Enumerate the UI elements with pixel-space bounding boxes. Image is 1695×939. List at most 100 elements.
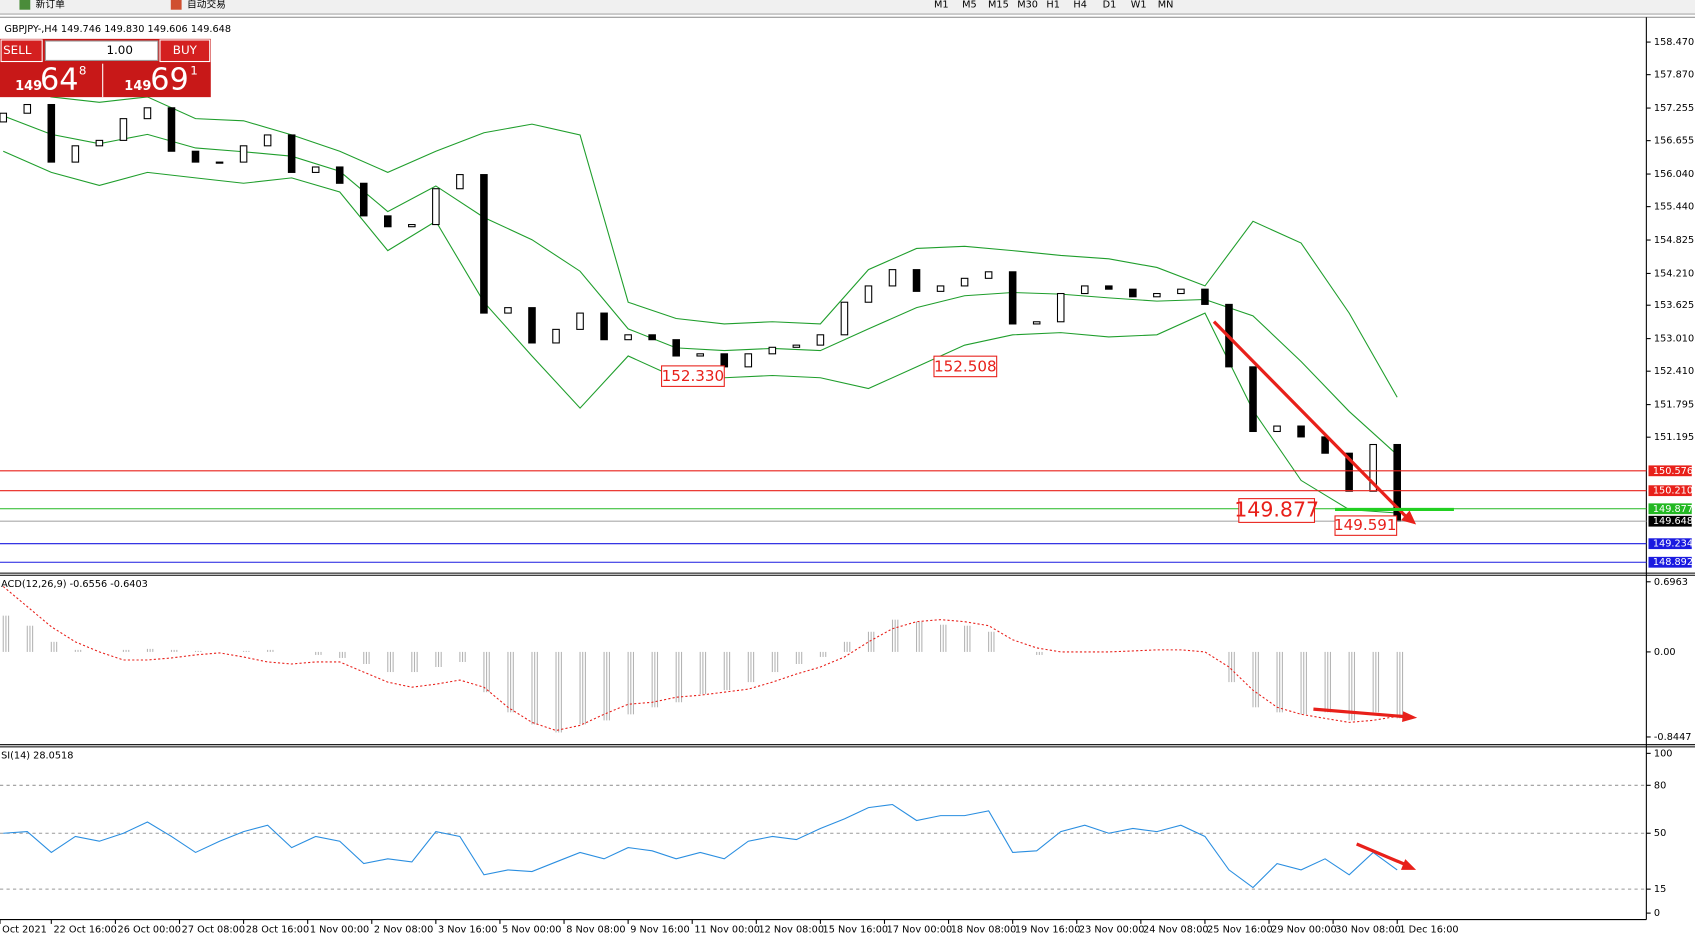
- x-tick-label: 2 Nov 08:00: [374, 924, 433, 935]
- toolbar: [0, 0, 1695, 15]
- candle: [95, 139, 104, 147]
- timeframe[interactable]: H1: [1046, 0, 1060, 10]
- bollinger-middle: [3, 115, 1398, 456]
- new-order[interactable]: 新订单: [36, 0, 65, 10]
- candle: [408, 224, 416, 228]
- candle: [960, 277, 969, 287]
- arrow-head: [1400, 859, 1417, 870]
- auto-trading[interactable]: 自动交易: [187, 0, 226, 10]
- candle: [0, 112, 8, 123]
- candle: [1369, 443, 1377, 492]
- candle: [1321, 436, 1329, 454]
- bid-sup: 8: [79, 64, 87, 78]
- sell-button[interactable]: [0, 39, 43, 63]
- bollinger-upper: [3, 80, 1398, 398]
- candle: [359, 182, 368, 217]
- y-tick-label: 153.625: [1654, 300, 1694, 311]
- x-tick-label: 25 Nov 16:00: [1207, 924, 1273, 935]
- candle: [456, 174, 464, 190]
- timeframes: M1 M5 M15 M30 H1 H4 D1 W1 MN: [934, 0, 1173, 10]
- x-tick-label: 30 Nov 08:00: [1335, 924, 1401, 935]
- timeframe[interactable]: MN: [1158, 0, 1174, 10]
- x-tick-label: 8 Nov 08:00: [566, 924, 625, 935]
- y-tick-label: 50: [1654, 828, 1666, 839]
- candle: [816, 334, 825, 346]
- candle: [191, 150, 200, 163]
- candle: [1273, 425, 1281, 433]
- level-label: 149.234: [1653, 539, 1693, 550]
- candle: [1249, 366, 1257, 433]
- arrow-head: [1402, 711, 1418, 723]
- x-tick-label: 1 Nov 00:00: [310, 924, 369, 935]
- candle: [528, 307, 536, 344]
- buy-button[interactable]: [159, 39, 211, 63]
- chart-header: GBPJPY-,H4 149.746 149.830 149.606 149.6…: [4, 24, 231, 35]
- y-tick-label: 154.825: [1654, 235, 1694, 246]
- candle: [311, 166, 320, 173]
- x-tick-label: 29 Nov 00:00: [1271, 924, 1337, 935]
- candle: [840, 301, 849, 336]
- candle: [287, 134, 296, 173]
- x-tick-label: 19 Nov 16:00: [1015, 924, 1081, 935]
- y-tick-label: 100: [1654, 748, 1673, 759]
- y-tick-label: 151.795: [1654, 400, 1694, 411]
- annotation-box: [661, 365, 725, 387]
- level-label: 150.210: [1653, 486, 1693, 497]
- x-tick-label: 17 Nov 00:00: [887, 924, 953, 935]
- y-tick-label: 15: [1654, 884, 1666, 895]
- candle: [1056, 292, 1065, 323]
- rsi-arrow: [1356, 842, 1406, 867]
- level-label: 148.892: [1653, 557, 1693, 568]
- candle: [239, 145, 248, 163]
- ask-big: 149: [124, 79, 151, 94]
- candle: [984, 271, 993, 279]
- candle: [936, 285, 945, 292]
- timeframe[interactable]: H4: [1073, 0, 1087, 10]
- x-tick-label: 24 Nov 08:00: [1143, 924, 1209, 935]
- candle: [768, 346, 777, 355]
- timeframe[interactable]: M5: [962, 0, 977, 10]
- x-tick-label: 9 Nov 16:00: [630, 924, 689, 935]
- x-tick-label: 23 Nov 00:00: [1079, 924, 1145, 935]
- candle: [215, 161, 224, 164]
- timeframe[interactable]: M30: [1017, 0, 1038, 10]
- y-tick-label: 156.655: [1654, 136, 1694, 147]
- sell-label: SELL: [3, 43, 32, 57]
- x-tick-label: 3 Nov 16:00: [438, 924, 497, 935]
- candle: [1129, 288, 1137, 298]
- level-label-box: [1648, 465, 1692, 477]
- candle: [384, 215, 392, 228]
- candle: [480, 174, 488, 314]
- y-tick-label: 80: [1654, 780, 1666, 791]
- y-tick-label: 0.00: [1654, 647, 1676, 658]
- timeframe[interactable]: D1: [1103, 0, 1117, 10]
- candle: [1297, 425, 1305, 438]
- timeframe[interactable]: W1: [1131, 0, 1147, 10]
- x-tick-label: 5 Nov 00:00: [502, 924, 561, 935]
- candle: [1345, 452, 1353, 492]
- annotation-box: [1238, 498, 1316, 523]
- candle: [600, 312, 608, 341]
- annotation: 149.877: [1234, 498, 1319, 522]
- x-tick-label: 12 Nov 08:00: [758, 924, 824, 935]
- candle: [335, 166, 344, 184]
- candle: [263, 134, 272, 147]
- candle: [71, 145, 80, 163]
- y-tick-label: 153.010: [1654, 334, 1694, 345]
- annotation: 152.330: [662, 367, 725, 385]
- candle: [864, 285, 873, 303]
- x-tick-label: 26 Oct 00:00: [118, 924, 181, 935]
- x-tick-label: 28 Oct 16:00: [246, 924, 309, 935]
- candle: [47, 103, 56, 163]
- x-tick-label: 15 Nov 16:00: [823, 924, 889, 935]
- level-label: 150.576: [1653, 466, 1693, 477]
- x-tick-label: 22 Oct 16:00: [53, 924, 116, 935]
- level-label-box: [1648, 485, 1692, 497]
- timeframe[interactable]: M15: [988, 0, 1009, 10]
- lots-value: 1.00: [106, 43, 132, 57]
- level-label: 149.648: [1653, 516, 1693, 527]
- lots-input[interactable]: [44, 40, 159, 61]
- timeframe[interactable]: M1: [934, 0, 949, 10]
